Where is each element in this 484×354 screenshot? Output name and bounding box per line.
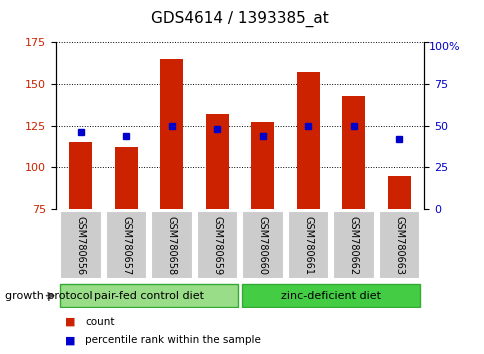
Text: growth protocol: growth protocol [5, 291, 92, 301]
Text: GSM780659: GSM780659 [212, 216, 222, 275]
FancyBboxPatch shape [287, 211, 328, 279]
Text: GSM780657: GSM780657 [121, 216, 131, 275]
Text: count: count [85, 317, 114, 327]
Bar [342, 96, 364, 209]
Text: GSM780660: GSM780660 [257, 216, 267, 275]
Text: GSM780656: GSM780656 [76, 216, 86, 275]
FancyBboxPatch shape [60, 284, 238, 307]
Bar [206, 114, 228, 209]
FancyBboxPatch shape [106, 211, 147, 279]
Text: GSM780661: GSM780661 [302, 216, 313, 275]
Bar [160, 59, 183, 209]
Text: GSM780662: GSM780662 [348, 216, 358, 275]
FancyBboxPatch shape [242, 211, 283, 279]
Bar [296, 73, 319, 209]
Text: pair-fed control diet: pair-fed control diet [94, 291, 204, 301]
FancyBboxPatch shape [333, 211, 374, 279]
Bar [115, 147, 137, 209]
Bar [251, 122, 273, 209]
FancyBboxPatch shape [60, 211, 101, 279]
FancyBboxPatch shape [151, 211, 192, 279]
FancyBboxPatch shape [242, 284, 419, 307]
Bar [69, 142, 92, 209]
Text: zinc-deficient diet: zinc-deficient diet [281, 291, 380, 301]
FancyBboxPatch shape [196, 211, 238, 279]
Text: 100%: 100% [428, 42, 459, 52]
Bar [387, 176, 410, 209]
Text: ■: ■ [65, 335, 76, 345]
Text: percentile rank within the sample: percentile rank within the sample [85, 335, 260, 345]
Text: GSM780663: GSM780663 [393, 216, 404, 275]
Text: GDS4614 / 1393385_at: GDS4614 / 1393385_at [151, 11, 328, 27]
Text: ■: ■ [65, 317, 76, 327]
FancyBboxPatch shape [378, 211, 419, 279]
Text: GSM780658: GSM780658 [166, 216, 177, 275]
